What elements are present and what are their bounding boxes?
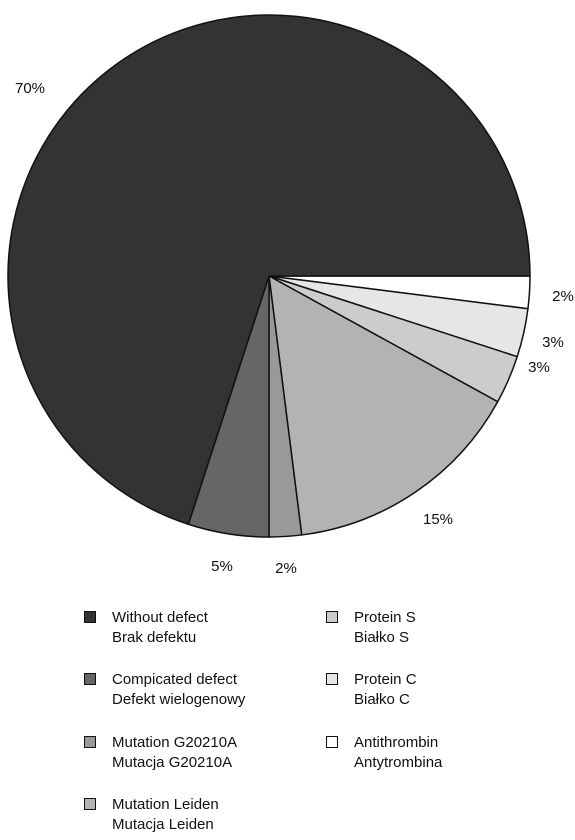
pie-labels: 2% 3% 3% 15% 2% 5% 70% [15, 80, 574, 577]
legend-item-protein-s: Protein S Białko S [326, 608, 416, 648]
legend-swatch [84, 673, 96, 685]
pie-slice-mutation-leiden [268, 275, 499, 536]
legend-item-without-defect: Without defect Brak defektu [84, 608, 208, 648]
pie-slices [7, 14, 531, 538]
legend-swatch [84, 798, 96, 810]
pie-data-label: 15% [423, 511, 453, 528]
legend-swatch [326, 673, 338, 685]
legend-label-pl: Mutacja G20210A [112, 754, 233, 771]
legend-swatch [84, 611, 96, 623]
legend-label-en: Mutation G20210A [112, 734, 238, 751]
pie-data-label: 2% [275, 560, 297, 577]
legend-label-en: Antithrombin [354, 734, 439, 751]
pie-chart: 2% 3% 3% 15% 2% 5% 70% [7, 14, 574, 577]
legend-swatch [326, 736, 338, 748]
legend-label-en: Protein C [354, 671, 417, 688]
legend-label-en: Without defect [112, 609, 208, 626]
legend-item-protein-c: Protein C Białko C [326, 670, 417, 710]
legend-label-en: Compicated defect [112, 671, 238, 688]
pie-data-label: 70% [15, 80, 45, 97]
legend-item-mutation-leiden: Mutation Leiden Mutacja Leiden [84, 795, 219, 835]
legend-label-pl: Antytrombina [354, 754, 443, 771]
pie-slice-without-defect [7, 14, 531, 525]
pie-data-label: 5% [211, 558, 233, 575]
legend-swatch [84, 736, 96, 748]
legend-label-pl: Białko S [354, 629, 410, 646]
legend-label-en: Protein S [354, 609, 416, 626]
legend-label-pl: Białko C [354, 691, 410, 708]
pie-data-label: 3% [528, 359, 550, 376]
legend-swatch [326, 611, 338, 623]
legend-label-pl: Brak defektu [112, 629, 197, 646]
legend-item-complicated-defect: Compicated defect Defekt wielogenowy [84, 670, 245, 710]
legend-label-en: Mutation Leiden [112, 796, 219, 813]
legend-label-pl: Mutacja Leiden [112, 816, 214, 833]
legend-label-pl: Defekt wielogenowy [112, 691, 246, 708]
pie-data-label: 2% [552, 288, 574, 305]
legend-item-antithrombin: Antithrombin Antytrombina [326, 733, 442, 773]
legend-item-mutation-g20210a: Mutation G20210A Mutacja G20210A [84, 733, 237, 773]
pie-data-label: 3% [542, 334, 564, 351]
